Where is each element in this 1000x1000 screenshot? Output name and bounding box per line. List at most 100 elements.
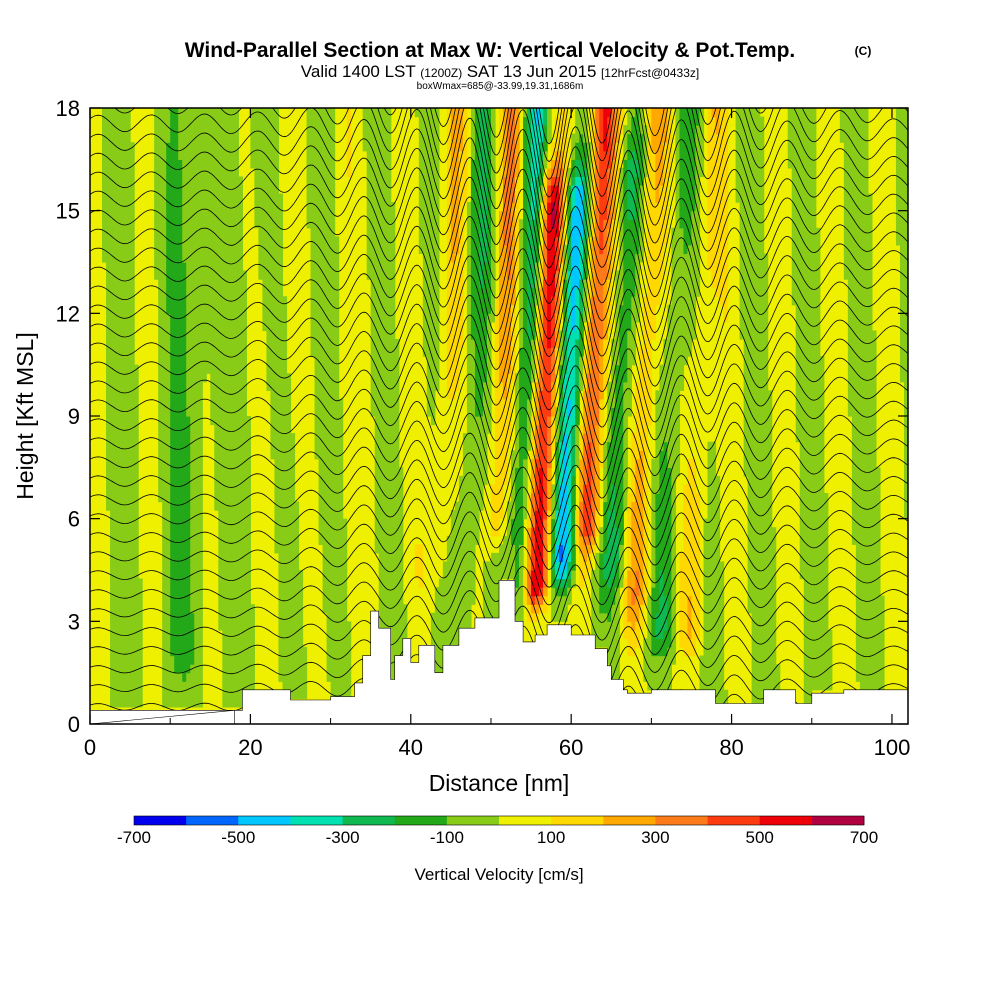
velocity-cell [462,604,468,614]
velocity-cell [198,544,203,554]
velocity-cell [342,621,348,631]
velocity-cell [178,279,183,289]
velocity-cell [126,270,131,280]
velocity-cell [326,356,332,366]
velocity-cell [110,416,115,426]
velocity-cell [390,339,396,349]
velocity-cell [186,621,191,631]
velocity-cell [218,330,223,340]
velocity-cell [322,287,328,297]
velocity-cell [174,416,179,426]
velocity-cell [543,321,548,332]
velocity-cell [515,544,520,554]
velocity-cell [170,270,175,280]
velocity-cell [202,167,207,178]
velocity-cell [190,373,195,383]
velocity-cell [194,484,199,494]
velocity-cell [515,167,520,178]
velocity-cell [174,433,179,443]
velocity-cell [555,501,560,511]
velocity-cell [442,578,448,588]
velocity-cell [551,510,556,520]
velocity-cell [426,244,432,255]
velocity-cell [198,125,203,135]
velocity-cell [446,364,452,374]
velocity-cell [290,595,296,605]
velocity-cell [563,185,568,195]
velocity-cell [290,604,296,614]
velocity-cell [503,364,508,374]
velocity-cell [202,185,207,195]
velocity-cell [126,193,131,203]
velocity-cell [494,475,500,486]
velocity-cell [422,244,428,255]
velocity-cell [282,621,288,631]
velocity-cell [342,681,348,691]
velocity-cell [499,544,504,554]
velocity-cell [482,604,488,614]
velocity-cell [206,347,211,357]
velocity-cell [454,501,460,511]
velocity-cell [378,176,384,186]
velocity-cell [122,604,127,614]
velocity-cell [458,227,464,237]
velocity-cell [394,416,400,426]
velocity-cell [106,501,111,511]
velocity-cell [198,484,203,494]
velocity-cell [334,689,340,699]
velocity-cell [322,133,328,143]
velocity-cell [182,381,187,391]
velocity-cell [547,501,552,511]
velocity-cell [555,570,560,580]
velocity-cell [567,424,572,434]
velocity-cell [322,193,328,203]
velocity-cell [478,467,484,477]
velocity-cell [474,202,480,212]
velocity-cell [194,450,199,460]
velocity-cell [158,381,163,391]
velocity-cell [318,253,324,263]
velocity-cell [507,339,512,349]
velocity-cell [446,390,452,400]
velocity-cell [126,125,131,135]
velocity-cell [226,321,231,332]
velocity-cell [110,210,115,220]
velocity-cell [162,441,167,451]
velocity-cell [242,356,247,366]
velocity-cell [551,587,556,597]
velocity-cell [138,621,143,631]
velocity-cell [278,467,284,477]
velocity-cell [170,381,175,391]
velocity-cell [382,116,388,126]
velocity-cell [182,150,187,160]
velocity-cell [374,518,380,528]
velocity-cell [114,347,119,357]
velocity-cell [178,612,183,622]
velocity-cell [234,287,239,297]
velocity-cell [306,150,312,160]
velocity-cell [382,467,388,477]
velocity-cell [250,604,255,614]
velocity-cell [238,647,243,657]
velocity-cell [186,484,191,494]
velocity-cell [559,407,564,417]
velocity-cell [126,535,131,545]
velocity-cell [190,467,195,477]
velocity-cell [170,244,175,255]
velocity-cell [258,133,264,143]
velocity-cell [170,638,175,648]
velocity-cell [551,313,556,323]
velocity-cell [430,159,436,169]
velocity-cell [118,407,123,417]
velocity-cell [282,587,288,597]
velocity-cell [174,219,179,229]
velocity-cell [194,176,199,186]
velocity-cell [559,561,564,571]
velocity-cell [178,416,183,426]
velocity-cell [338,595,344,605]
velocity-cell [106,450,111,460]
velocity-cell [515,552,520,563]
velocity-cell [386,287,392,297]
velocity-cell [382,364,388,374]
velocity-cell [527,108,532,118]
